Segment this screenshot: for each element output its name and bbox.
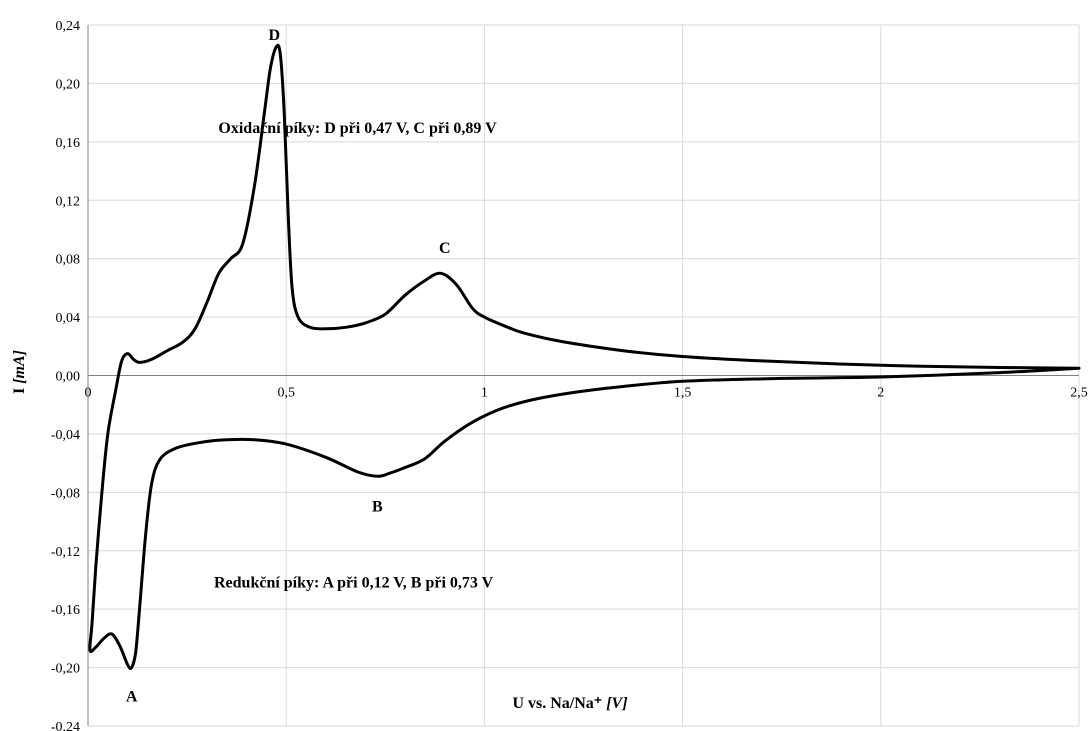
y-tick-label: -0,08	[51, 486, 80, 501]
series-layer	[88, 43, 1081, 670]
y-tick-label: 0,00	[56, 370, 81, 385]
annotation-label: A	[126, 688, 138, 705]
x-tick-labels: 0 0,5 1 1,5 2 2,5	[85, 386, 1088, 401]
y-tick-label: -0,24	[51, 720, 80, 731]
annotation-label: Redukční píky: A při 0,12 V, B při 0,73 …	[214, 574, 494, 591]
y-tick-label: 0,04	[56, 311, 81, 326]
y-tick-label: 0,16	[56, 136, 81, 151]
y-tick-label: -0,12	[51, 545, 80, 560]
y-tick-label: 0,24	[56, 19, 81, 34]
y-tick-label: -0,04	[51, 428, 80, 443]
annotation-label: D	[269, 27, 281, 44]
annotations: D C B A Oxidační píky: D při 0,47 V, C při 0…	[126, 27, 497, 706]
x-tick-label: 1	[481, 386, 488, 401]
x-tick-label: 0	[85, 386, 92, 401]
y-tick-label: -0,16	[51, 603, 80, 618]
annotation-label: Oxidační píky: D při 0,47 V, C při 0,89 …	[218, 120, 497, 137]
y-tick-label: -0,20	[51, 662, 80, 677]
annotation-label: C	[439, 240, 451, 257]
x-tick-label: 2,5	[1070, 386, 1088, 401]
y-tick-labels: 0,24 0,20 0,16 0,12 0,08 0,04 0,00 -0,04 -0,08 -0…	[51, 19, 80, 731]
y-tick-label: 0,08	[56, 253, 81, 268]
y-axis-title: I [mA]	[11, 350, 28, 394]
x-axis-title: U vs. Na/Na⁺ [V]	[512, 695, 627, 712]
annotation-label: B	[372, 498, 383, 515]
x-tick-label: 1,5	[674, 386, 692, 401]
cv-curve-line	[88, 43, 1081, 670]
x-tick-label: 2	[877, 386, 884, 401]
x-tick-label: 0,5	[277, 386, 295, 401]
y-tick-label: 0,20	[56, 77, 81, 92]
y-tick-label: 0,12	[56, 194, 81, 209]
